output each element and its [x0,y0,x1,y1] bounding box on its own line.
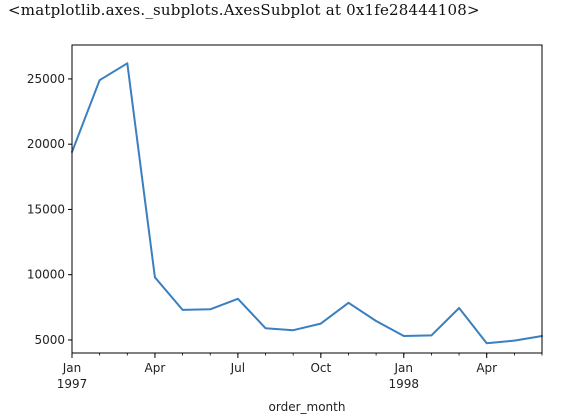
x-axis-label: order_month [269,400,346,414]
y-tick-label: 20000 [27,137,65,151]
y-tick-label: 10000 [27,268,65,282]
data-point [292,329,294,331]
data-point [514,340,516,342]
y-tick-label: 5000 [34,333,65,347]
data-point [182,309,184,311]
data-point [99,79,101,81]
x-tick-label: Oct [310,361,331,375]
y-tick-label: 25000 [27,72,65,86]
data-point [486,342,488,344]
data-point [458,307,460,309]
x-tick-label: Apr [476,361,497,375]
data-point [348,302,350,304]
data-point [126,62,128,64]
data-point [237,298,239,300]
ticks-layer: 5000 10000 15000 20000 25000 Jan 1997 Apr Jul Oct… [27,72,542,391]
data-point [375,320,377,322]
series-layer [71,62,543,344]
data-point [154,277,156,279]
x-tick-label: Jan [394,361,414,375]
data-point [403,335,405,337]
data-point [209,308,211,310]
x-tick-label: Jan [62,361,82,375]
series-line [72,63,542,343]
x-tick-year-label: 1998 [388,377,419,391]
data-point [320,323,322,325]
x-tick-year-label: 1997 [57,377,88,391]
x-tick-label: Jul [230,361,245,375]
y-tick-label: 15000 [27,202,65,216]
axes-frame [72,45,542,353]
data-point [431,335,433,337]
x-tick-label: Apr [145,361,166,375]
data-point [265,327,267,329]
